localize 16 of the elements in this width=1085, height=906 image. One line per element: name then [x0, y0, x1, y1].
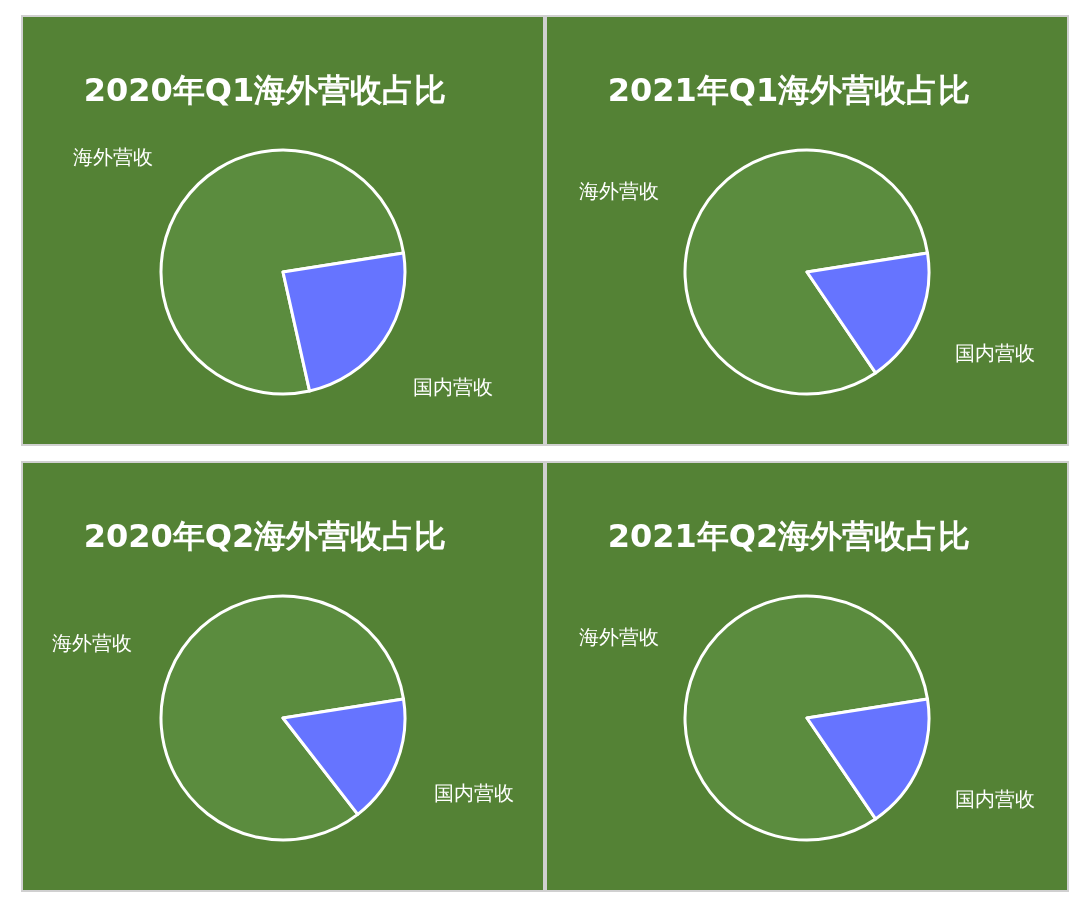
slice-label: 国内营收 — [955, 787, 1036, 812]
slice-label: 海外营收 — [578, 178, 659, 203]
pie-slice — [159, 594, 405, 842]
slice-label: 国内营收 — [955, 341, 1036, 366]
slice-label: 海外营收 — [52, 630, 133, 655]
chart-title: 2020年Q1海外营收占比 — [83, 71, 447, 109]
slice-label: 国内营收 — [433, 781, 514, 806]
slice-label: 海外营收 — [578, 624, 659, 649]
pie-slice — [683, 148, 929, 396]
chart-title: 2020年Q2海外营收占比 — [83, 517, 447, 555]
slice-label: 海外营收 — [73, 144, 154, 169]
chart-title: 2021年Q1海外营收占比 — [607, 71, 971, 109]
pie-slice — [159, 148, 405, 396]
chart-title: 2021年Q2海外营收占比 — [607, 517, 971, 555]
pie-slice — [683, 594, 929, 842]
slice-label: 国内营收 — [412, 375, 493, 400]
